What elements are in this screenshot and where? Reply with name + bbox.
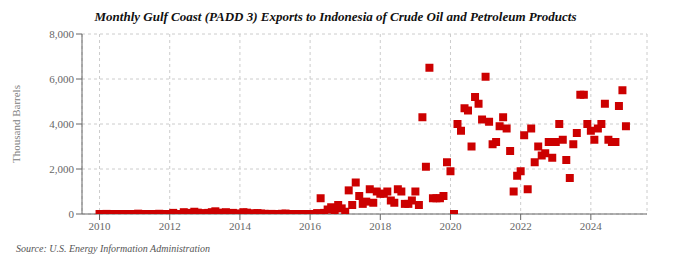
svg-text:2016: 2016 xyxy=(299,220,322,232)
svg-text:0: 0 xyxy=(69,208,75,220)
svg-text:8,000: 8,000 xyxy=(49,28,74,40)
svg-text:2010: 2010 xyxy=(89,220,112,232)
svg-text:6,000: 6,000 xyxy=(49,73,74,85)
svg-text:2024: 2024 xyxy=(580,220,603,232)
html-text:Monthly Gulf Coast (PADD 3) Ex: Monthly Gulf Coast (PADD 3) Exports to I… xyxy=(94,9,577,24)
svg-text:2022: 2022 xyxy=(510,220,532,232)
html-text:Source: U.S. Energy Informatio: Source: U.S. Energy Information Administ… xyxy=(16,243,211,254)
svg-text:Thousand Barrels: Thousand Barrels xyxy=(10,85,22,163)
svg-text:2020: 2020 xyxy=(439,220,462,232)
svg-text:2012: 2012 xyxy=(159,220,181,232)
svg-text:2018: 2018 xyxy=(369,220,392,232)
svg-text:2014: 2014 xyxy=(229,220,252,232)
svg-text:2,000: 2,000 xyxy=(49,163,74,175)
svg-text:4,000: 4,000 xyxy=(49,118,74,130)
